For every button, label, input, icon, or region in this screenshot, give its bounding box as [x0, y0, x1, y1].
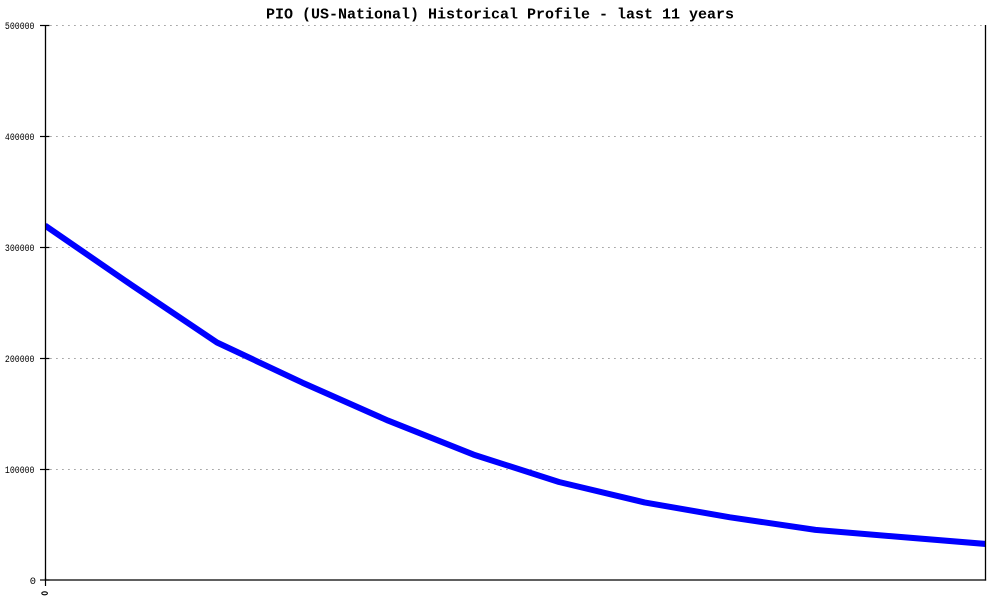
svg-text:300000: 300000: [5, 243, 35, 255]
svg-text:100000: 100000: [5, 465, 35, 477]
svg-text:0: 0: [30, 576, 36, 588]
svg-text:400000: 400000: [5, 132, 35, 144]
svg-text:PIO (US-National) Historical P: PIO (US-National) Historical Profile - l…: [266, 6, 734, 23]
svg-text:200000: 200000: [5, 354, 35, 366]
svg-text:500000: 500000: [5, 21, 35, 33]
